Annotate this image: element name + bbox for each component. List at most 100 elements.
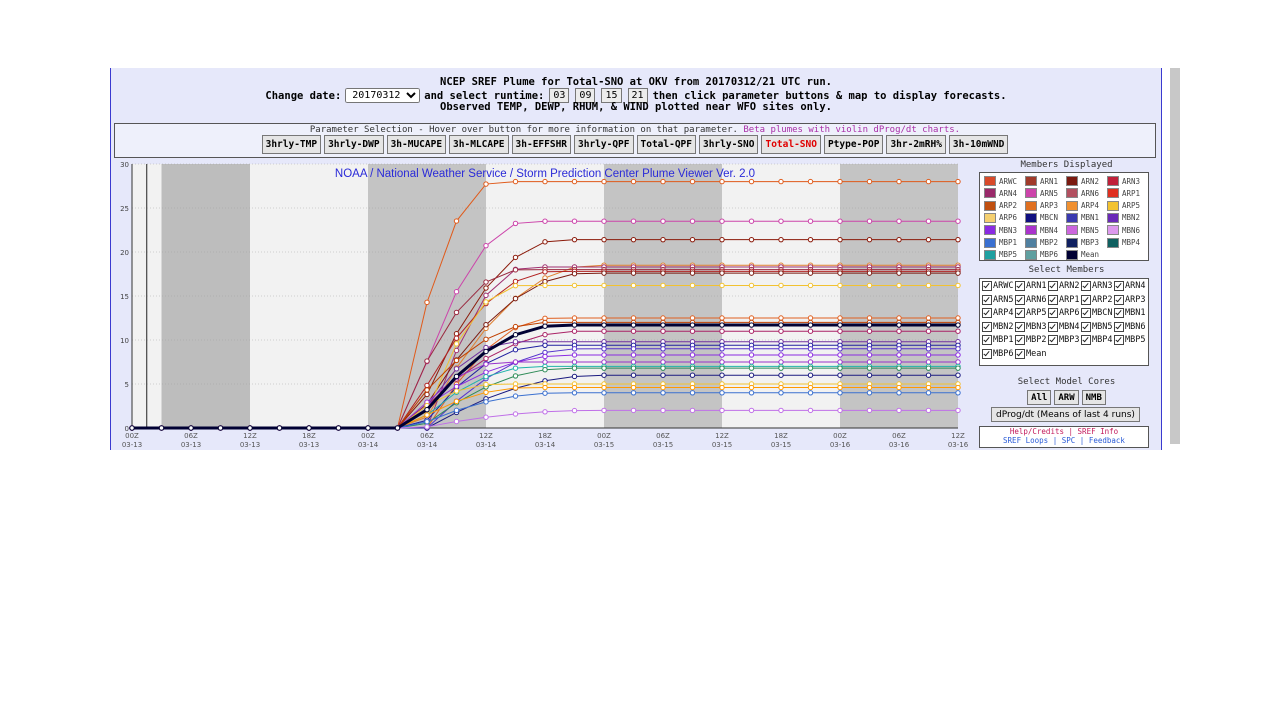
member-checkbox-mbn2[interactable]: MBN2 [982, 321, 1013, 332]
mean-point [925, 322, 932, 328]
checkbox-checked[interactable] [1114, 281, 1124, 291]
member-checkbox-mbp1[interactable]: MBP1 [982, 335, 1013, 345]
param-button-ptype-pop[interactable]: Ptype-POP [823, 135, 884, 154]
runtime-button[interactable]: 09 [575, 88, 596, 103]
param-button-3h-effshr[interactable]: 3h-EFFSHR [511, 135, 572, 154]
param-button-3hr-2mrh-[interactable]: 3hr-2mRH% [886, 135, 946, 154]
checkbox-checked[interactable] [982, 281, 992, 291]
checkbox-checked[interactable] [1114, 321, 1124, 332]
param-button-3h-mucape[interactable]: 3h-MUCAPE [386, 135, 447, 154]
param-button-3hrly-qpf[interactable]: 3hrly-QPF [574, 135, 634, 154]
member-checkbox-arp3[interactable]: ARP3 [1114, 294, 1146, 305]
page-scrollbar[interactable] [1170, 68, 1180, 444]
member-checkbox-arn2[interactable]: ARN2 [1048, 281, 1079, 291]
beta-plumes-link[interactable]: Beta plumes with violin dProg/dt charts. [743, 125, 961, 135]
x-tick-label: 18Z [538, 432, 552, 440]
member-checkbox-mbn4[interactable]: MBN4 [1048, 321, 1079, 332]
member-checkbox-arp2[interactable]: ARP2 [1081, 294, 1112, 305]
member-checkbox-label: MBP4 [1092, 335, 1113, 345]
spc-link[interactable]: SPC [1061, 436, 1076, 445]
checkbox-checked[interactable] [1015, 308, 1025, 318]
member-checkbox-mbn6[interactable]: MBN6 [1114, 321, 1145, 332]
checkbox-checked[interactable] [982, 308, 992, 318]
checkbox-checked[interactable] [982, 348, 992, 359]
help-credits-link[interactable]: Help/Credits [1009, 427, 1064, 436]
member-checkbox-label: ARP3 [1125, 294, 1146, 305]
checkbox-checked[interactable] [1015, 321, 1025, 332]
runtime-selector-row: Change date: 20170312 and select runtime… [111, 88, 1161, 103]
data-point [925, 218, 932, 224]
checkbox-checked[interactable] [1114, 294, 1124, 305]
legend-swatch [984, 237, 996, 248]
member-checkbox-arp1[interactable]: ARP1 [1048, 294, 1079, 305]
member-checkbox-arn1[interactable]: ARN1 [1015, 281, 1046, 291]
member-checkbox-arp5[interactable]: ARP5 [1015, 308, 1046, 318]
member-checkbox-mbn1[interactable]: MBN1 [1114, 308, 1145, 318]
member-checkbox-mbn3[interactable]: MBN3 [1015, 321, 1046, 332]
param-button-3hrly-dwp[interactable]: 3hrly-DWP [324, 135, 384, 154]
member-checkbox-arn6[interactable]: ARN6 [1015, 294, 1046, 305]
member-checkbox-arn3[interactable]: ARN3 [1081, 281, 1112, 291]
core-arw-button[interactable]: ARW [1054, 390, 1079, 405]
param-button-3h-10mwnd[interactable]: 3h-10mWND [948, 135, 1009, 154]
checkbox-checked[interactable] [1081, 321, 1091, 332]
member-checkbox-arn5[interactable]: ARN5 [982, 294, 1013, 305]
data-point [837, 390, 843, 396]
dprog-dt-button[interactable]: dProg/dt (Means of last 4 runs) [991, 407, 1140, 422]
param-button-total-sno[interactable]: Total-SNO [761, 135, 821, 154]
param-button-3hrly-tmp[interactable]: 3hrly-TMP [261, 135, 322, 154]
data-point [483, 361, 489, 367]
member-checkbox-mean[interactable]: Mean [1015, 348, 1046, 359]
data-point [719, 365, 725, 371]
sref-loops-link[interactable]: SREF Loops [1003, 436, 1049, 445]
runtime-button[interactable]: 21 [627, 88, 648, 103]
checkbox-checked[interactable] [1015, 281, 1025, 291]
date-select[interactable]: 20170312 [345, 88, 421, 103]
member-checkbox-arp4[interactable]: ARP4 [982, 308, 1013, 318]
member-checkbox-mbp2[interactable]: MBP2 [1015, 335, 1046, 345]
member-checkbox-mbp3[interactable]: MBP3 [1048, 335, 1079, 345]
param-button-3hrly-sno[interactable]: 3hrly-SNO [698, 135, 759, 154]
checkbox-checked[interactable] [1048, 335, 1058, 345]
checkbox-checked[interactable] [1015, 348, 1025, 359]
checkbox-checked[interactable] [1081, 281, 1091, 291]
sref-info-link[interactable]: SREF Info [1077, 427, 1119, 436]
checkbox-checked[interactable] [1015, 294, 1025, 305]
member-checkbox-arn4[interactable]: ARN4 [1114, 281, 1145, 291]
checkbox-checked[interactable] [1048, 321, 1058, 332]
checkbox-checked[interactable] [1081, 335, 1091, 345]
checkbox-checked[interactable] [982, 335, 992, 345]
member-checkbox-mbp6[interactable]: MBP6 [982, 348, 1013, 359]
member-checkbox-mbp4[interactable]: MBP4 [1081, 335, 1112, 345]
member-checkbox-mbp5[interactable]: MBP5 [1114, 335, 1145, 345]
member-checkbox-arp6[interactable]: ARP6 [1048, 308, 1079, 318]
checkbox-checked[interactable] [1015, 335, 1025, 345]
checkbox-checked[interactable] [1081, 308, 1091, 318]
legend-label: MBCN [1040, 213, 1059, 223]
core-all-button[interactable]: All [1027, 390, 1052, 405]
member-checkbox-mbcn[interactable]: MBCN [1081, 308, 1112, 318]
checkbox-checked[interactable] [1048, 294, 1058, 305]
checkbox-checked[interactable] [1048, 308, 1058, 318]
checkbox-checked[interactable] [982, 321, 992, 332]
param-button-3h-mlcape[interactable]: 3h-MLCAPE [449, 135, 509, 154]
checkbox-checked[interactable] [1114, 308, 1124, 318]
member-checkbox-mbn5[interactable]: MBN5 [1081, 321, 1112, 332]
legend-label: ARP6 [999, 213, 1018, 223]
data-point [453, 347, 460, 354]
param-button-total-qpf[interactable]: Total-QPF [636, 135, 696, 154]
checkbox-checked[interactable] [1081, 294, 1091, 305]
checkbox-checked[interactable] [1048, 281, 1058, 291]
member-checkbox-arwc[interactable]: ARWC [982, 281, 1013, 291]
data-point [866, 218, 873, 224]
data-point [807, 359, 814, 365]
runtime-button[interactable]: 15 [601, 88, 622, 103]
data-point [837, 372, 843, 378]
data-point [630, 315, 637, 321]
checkbox-checked[interactable] [982, 294, 992, 305]
core-nmb-button[interactable]: NMB [1081, 390, 1106, 405]
feedback-link[interactable]: Feedback [1088, 436, 1125, 445]
checkbox-checked[interactable] [1114, 335, 1124, 345]
data-point [512, 373, 519, 379]
runtime-button[interactable]: 03 [549, 88, 570, 103]
